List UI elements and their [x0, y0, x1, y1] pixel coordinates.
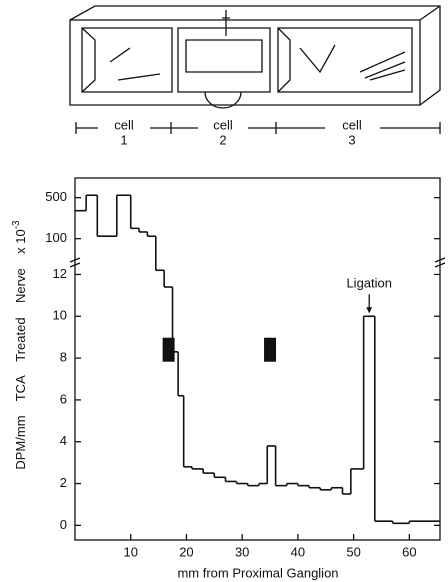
- y-tick-label: 12: [53, 266, 67, 281]
- cell-brackets: [75, 122, 441, 134]
- y-tick-label: 0: [60, 517, 67, 532]
- x-axis-label: mm from Proximal Ganglion: [177, 565, 338, 580]
- plot: 0 2 4 6 8 10 12 100 500 10 20 30 40 50 60 Ligation: [45, 189, 446, 559]
- y-tick-label: 10: [53, 308, 67, 323]
- cell-label: cell: [213, 117, 233, 132]
- y-tick-label: 2: [60, 475, 67, 490]
- axis-break: [434, 262, 446, 268]
- cell-number: 3: [348, 132, 355, 147]
- cell-number: 1: [120, 132, 127, 147]
- cell-label: cell: [114, 117, 134, 132]
- axis-break: [434, 257, 446, 263]
- annotation-arrowhead: [366, 307, 373, 314]
- x-tick-label: 30: [235, 544, 249, 559]
- x-tick-label: 50: [346, 544, 360, 559]
- y-tick-label: 6: [60, 391, 67, 406]
- x-tick-label: 10: [123, 544, 137, 559]
- x-tick-label: 60: [402, 544, 416, 559]
- barrier-marker: [264, 337, 277, 362]
- y-axis-label-exp: -3: [11, 220, 22, 229]
- y-axis-label-main: DPM/mm TCA Treated Nerve x 10: [13, 229, 28, 469]
- cell-number: 2: [219, 132, 226, 147]
- y-tick-label: 100: [45, 230, 67, 245]
- axis-break: [69, 257, 81, 263]
- x-tick-label: 40: [291, 544, 305, 559]
- plot-frame: [74, 177, 441, 541]
- y-tick-label: 4: [60, 433, 67, 448]
- y-tick-label: 8: [60, 350, 67, 365]
- y-tick-label: 500: [45, 189, 67, 204]
- x-tick-label: 20: [179, 544, 193, 559]
- annotation: Ligation: [346, 276, 392, 291]
- chamber-drawing: [69, 5, 441, 109]
- axis-break: [69, 262, 81, 268]
- cell-label: cell: [342, 117, 362, 132]
- y-axis-label: DPM/mm TCA Treated Nerve x 10-3: [11, 220, 29, 470]
- barrier-marker: [162, 337, 175, 362]
